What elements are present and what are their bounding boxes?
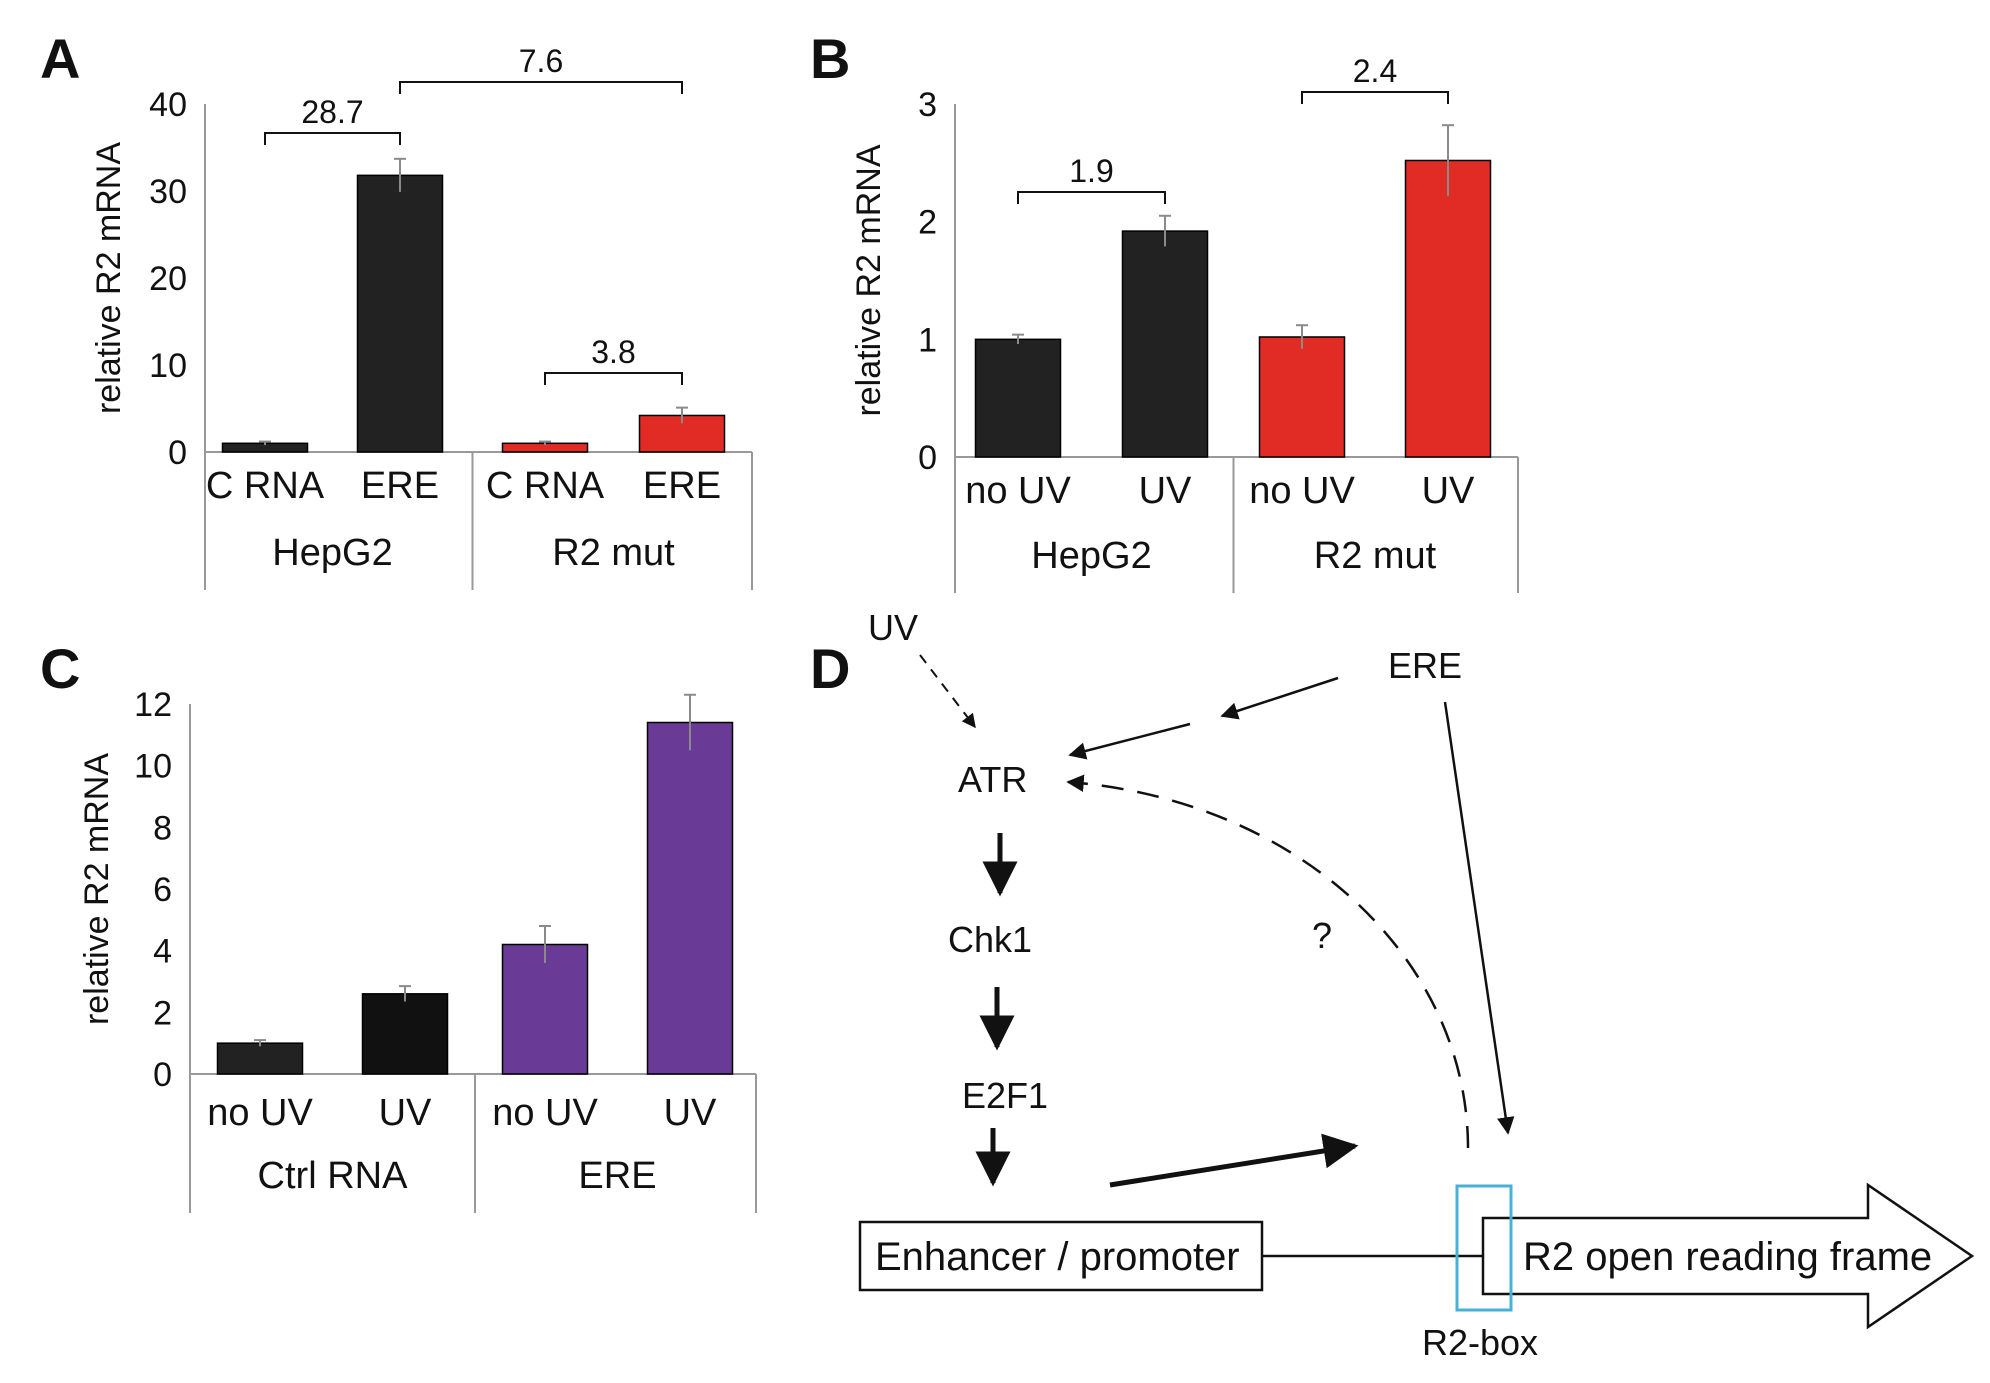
chart-a-fold-change-label: 28.7 — [301, 94, 363, 130]
panel-letter-d: D — [810, 637, 850, 700]
chart-b-category-label: no UV — [1249, 470, 1355, 512]
chart-a-y-tick-label: 20 — [149, 260, 187, 298]
chart-a-comparison-bracket — [544, 372, 683, 385]
chart-b-category-label: UV — [1139, 470, 1192, 512]
chart-a-category-label: ERE — [361, 465, 439, 507]
chart-c-y-tick-label: 12 — [134, 686, 172, 724]
node-unknown: ? — [1312, 915, 1332, 956]
arrow-e2f1-promoter — [1109, 1133, 1359, 1188]
chart-a-bar — [356, 174, 444, 453]
chart-a-fold-change-label: 7.6 — [519, 43, 563, 79]
chart-b-y-tick-label: 2 — [918, 204, 937, 242]
chart-b-category-label: UV — [1422, 470, 1475, 512]
chart-c-y-axis-label: relative R2 mRNA — [78, 753, 116, 1025]
chart-c-bar — [361, 993, 449, 1075]
chart-panel-a: 0 10 20 30 40 relative R2 mRNA C RNA ERE C RNA ER… — [90, 43, 753, 590]
chart-c-category-label: UV — [379, 1092, 432, 1134]
chart-c-group-label: ERE — [578, 1155, 656, 1197]
chart-a-comparison-bracket — [264, 132, 401, 145]
node-atr: ATR — [958, 759, 1027, 800]
panel-letter-b: B — [810, 27, 850, 90]
r2-orf-arrow — [1481, 1182, 1975, 1330]
chart-panel-c: 0 2 4 6 8 10 12 relative R2 mRNA no UV UV no UV UV C… — [78, 686, 757, 1213]
chart-a-y-tick-label: 10 — [149, 347, 187, 385]
chart-b-y-axis-label: relative R2 mRNA — [850, 144, 888, 416]
chart-b-y-tick-label: 1 — [918, 321, 937, 359]
chart-c-group-label: Ctrl RNA — [258, 1155, 409, 1197]
node-ere: ERE — [1388, 645, 1462, 686]
chart-b-bar — [1404, 159, 1492, 458]
panel-letter-a: A — [40, 27, 80, 90]
pathway-diagram: UV ERE ATR Chk1 E2F1 ? Enhancer / promot… — [858, 607, 1975, 1363]
chart-a-fold-change-label: 3.8 — [591, 334, 635, 370]
chart-a-comparison-bracket — [399, 81, 683, 94]
chart-b-bar — [1258, 336, 1346, 458]
chart-c-y-tick-label: 8 — [153, 809, 172, 847]
arrow-ere-mid — [1220, 676, 1339, 720]
chart-a-y-tick-label: 40 — [149, 86, 187, 124]
chart-c-bar — [501, 943, 589, 1075]
chart-c-bar — [646, 721, 734, 1075]
chart-c-bar — [216, 1042, 304, 1075]
enhancer-promoter-label: Enhancer / promoter — [875, 1235, 1240, 1279]
r2-orf-label: R2 open reading frame — [1523, 1235, 1932, 1279]
r2-box-label: R2-box — [1422, 1322, 1538, 1363]
chart-a-category-label: ERE — [643, 465, 721, 507]
chart-b-comparison-bracket — [1017, 191, 1166, 204]
chart-c-category-label: no UV — [492, 1092, 598, 1134]
arrow-uv-atr — [919, 654, 976, 729]
chart-c-category-label: no UV — [207, 1092, 313, 1134]
chart-b-y-tick-label: 3 — [918, 86, 937, 124]
chart-a-group-label: HepG2 — [272, 532, 392, 574]
chart-panel-b: 0 1 2 3 relative R2 mRNA no UV UV no UV UV HepG2 R… — [850, 53, 1519, 593]
chart-b-bar — [974, 338, 1062, 458]
arrow-mid-atr — [1068, 722, 1191, 760]
enhancer-promoter-box — [858, 1220, 1264, 1292]
chart-a-y-tick-label: 30 — [149, 173, 187, 211]
chart-a-y-tick-label: 0 — [168, 434, 187, 472]
node-chk1: Chk1 — [948, 919, 1032, 960]
chart-c-category-label: UV — [664, 1092, 717, 1134]
arrow-r2box-atr — [1066, 774, 1470, 1149]
chart-c-y-tick-label: 6 — [153, 871, 172, 909]
node-uv: UV — [868, 607, 918, 648]
chart-c-y-tick-label: 10 — [134, 748, 172, 786]
chart-c-y-tick-label: 4 — [153, 933, 172, 971]
chart-b-fold-change-label: 2.4 — [1353, 53, 1397, 89]
chart-c-y-tick-label: 0 — [153, 1056, 172, 1094]
chart-b-group-label: R2 mut — [1314, 535, 1437, 577]
r2-box — [1455, 1184, 1513, 1312]
chart-a-group-label: R2 mut — [552, 532, 675, 574]
chart-b-y-tick-label: 0 — [918, 439, 937, 477]
chart-b-comparison-bracket — [1301, 91, 1449, 104]
chart-b-fold-change-label: 1.9 — [1069, 153, 1113, 189]
panel-letter-c: C — [40, 637, 80, 700]
chart-a-y-axis-label: relative R2 mRNA — [90, 142, 128, 414]
arrow-ere-r2box — [1443, 701, 1515, 1135]
chart-a-category-label: C RNA — [206, 465, 325, 507]
chart-b-category-label: no UV — [965, 470, 1071, 512]
chart-a-category-label: C RNA — [486, 465, 605, 507]
chart-c-y-tick-label: 2 — [153, 994, 172, 1032]
chart-b-group-label: HepG2 — [1031, 535, 1151, 577]
node-e2f1: E2F1 — [962, 1075, 1048, 1116]
chart-b-bar — [1121, 230, 1209, 458]
